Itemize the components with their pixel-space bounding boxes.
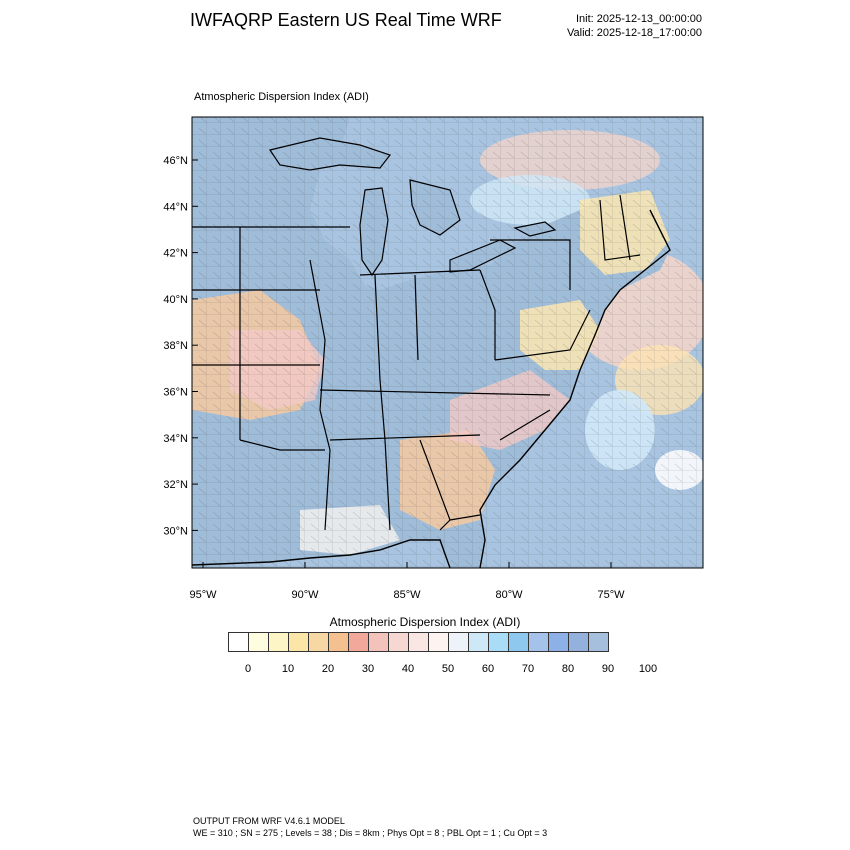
colorbar-label: 30	[361, 663, 375, 675]
colorbar-label: 20	[321, 663, 335, 675]
model-config: WE = 310 ; SN = 275 ; Levels = 38 ; Dis …	[193, 828, 548, 838]
lon-label: 75°W	[597, 589, 625, 600]
colorbar-swatch	[429, 633, 449, 651]
colorbar-swatch	[449, 633, 469, 651]
colorbar	[228, 632, 609, 652]
colorbar-swatch	[469, 633, 489, 651]
colorbar-swatch	[269, 633, 289, 651]
lon-label: 85°W	[393, 589, 421, 600]
colorbar-swatch	[289, 633, 309, 651]
colorbar-label: 90	[601, 663, 615, 675]
colorbar-title: Atmospheric Dispersion Index (ADI)	[329, 615, 521, 629]
lat-label: 30°N	[163, 525, 188, 537]
colorbar-swatch	[389, 633, 409, 651]
lat-label: 32°N	[163, 479, 188, 491]
colorbar-label: 80	[561, 663, 575, 675]
colorbar-swatch	[529, 633, 549, 651]
colorbar-label: 0	[244, 663, 252, 675]
lat-label: 40°N	[163, 294, 188, 306]
colorbar-label: 60	[481, 663, 495, 675]
colorbar-swatch	[569, 633, 589, 651]
lat-label: 42°N	[163, 248, 188, 260]
colorbar-swatch	[409, 633, 429, 651]
east-coast	[479, 209, 671, 568]
lon-label: 95°W	[189, 589, 217, 600]
lat-label: 36°N	[163, 387, 188, 399]
lat-label: 44°N	[163, 201, 188, 213]
colorbar-label: 40	[401, 663, 415, 675]
page-title: IWFAQRP Eastern US Real Time WRF	[190, 10, 502, 30]
colorbar-swatch	[249, 633, 269, 651]
lon-label: 90°W	[291, 589, 319, 600]
colorbar-label: 50	[441, 663, 455, 675]
model-info: OUTPUT FROM WRF V4.6.1 MODEL	[193, 816, 345, 826]
lat-label: 34°N	[163, 433, 188, 445]
valid-time: Valid: 2025-12-18_17:00:00	[567, 27, 702, 39]
colorbar-swatch	[329, 633, 349, 651]
colorbar-swatch	[589, 633, 608, 651]
colorbar-swatch	[349, 633, 369, 651]
field-title: Atmospheric Dispersion Index (ADI)	[194, 91, 369, 103]
lat-label: 38°N	[163, 340, 188, 352]
colorbar-label: 10	[281, 663, 295, 675]
lon-label: 80°W	[495, 589, 523, 600]
state-borders	[192, 194, 641, 531]
colorbar-swatch	[229, 633, 249, 651]
colorbar-swatch	[369, 633, 389, 651]
latitude-axis: 46°N 44°N 42°N 40°N 38°N 36°N 34°N 32°N 30°N	[163, 155, 198, 537]
init-time: Init: 2025-12-13_00:00:00	[576, 13, 702, 25]
colorbar-swatch	[549, 633, 569, 651]
adi-map: 46°N 44°N 42°N 40°N 38°N 36°N 34°N 32°N 30°N 95°…	[163, 116, 704, 600]
colorbar-swatch	[489, 633, 509, 651]
colorbar-label: 100	[638, 663, 658, 675]
lat-label: 46°N	[163, 155, 188, 167]
colorbar-label: 70	[521, 663, 535, 675]
colorbar-swatch	[309, 633, 329, 651]
county-lines	[192, 117, 703, 568]
map-frame	[191, 116, 704, 569]
colorbar-swatch	[509, 633, 529, 651]
gulf-coast	[192, 539, 451, 568]
longitude-axis: 95°W 90°W 85°W 80°W 75°W	[189, 562, 625, 600]
